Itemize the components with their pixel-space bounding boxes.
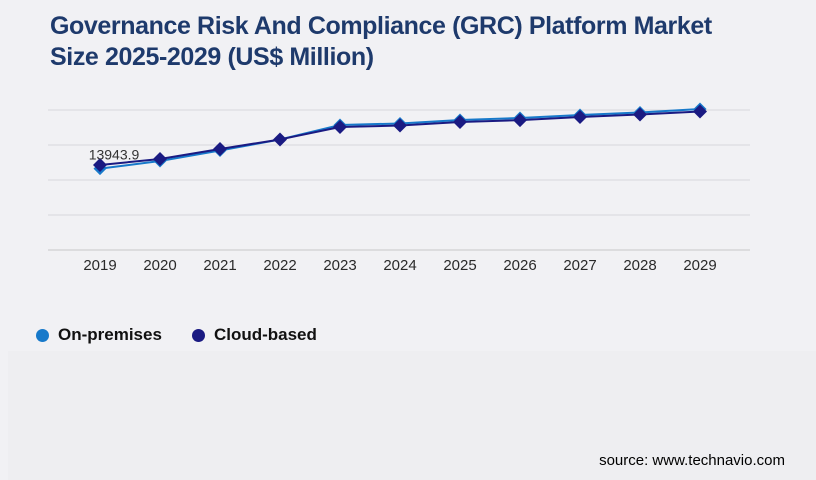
chart-title-line-2: Size 2025-2029 (US$ Million) [50, 43, 374, 71]
svg-text:2026: 2026 [503, 257, 536, 274]
chart-title: Governance Risk And Compliance (GRC) Pla… [50, 11, 810, 73]
svg-text:2028: 2028 [623, 257, 656, 274]
svg-text:2020: 2020 [143, 257, 176, 274]
chart-title-line-1: Governance Risk And Compliance (GRC) Pla… [50, 12, 712, 40]
on-premises-series-swatch-icon [36, 328, 49, 342]
source-credit: source: www.technavio.com [599, 452, 785, 469]
legend-item-label: On-premises [58, 325, 162, 344]
svg-text:2029: 2029 [683, 257, 716, 274]
cloud-based-series-swatch-icon [191, 328, 205, 342]
svg-text:2027: 2027 [563, 257, 596, 274]
svg-text:2019: 2019 [83, 257, 116, 274]
grc-line-chart: 2019 2020 2021 2022 2023 2024 2025 2026 2027 2028… [48, 102, 750, 274]
svg-text:2022: 2022 [263, 257, 296, 274]
bottom-panel [8, 351, 816, 480]
legend-item-label: Cloud-based [213, 325, 317, 344]
svg-text:13943.9: 13943.9 [89, 147, 140, 163]
legend-item-cloud-based[interactable]: Cloud-based [191, 325, 317, 345]
svg-text:2021: 2021 [203, 257, 236, 274]
svg-text:2024: 2024 [383, 257, 416, 274]
svg-text:2025: 2025 [443, 257, 476, 274]
chart-legend: On-premises Cloud-based [36, 325, 317, 345]
legend-item-on-premises[interactable]: On-premises [36, 325, 162, 345]
svg-text:2023: 2023 [323, 257, 356, 274]
